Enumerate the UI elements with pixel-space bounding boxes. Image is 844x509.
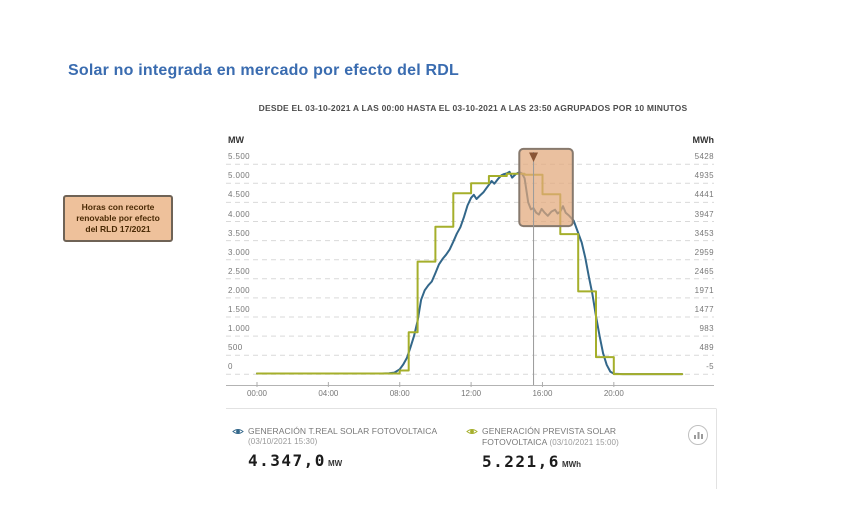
annotation-line: renovable por efecto bbox=[76, 213, 160, 224]
legend-value: 5.221,6 MWh bbox=[482, 452, 582, 472]
chart-subtitle: DESDE EL 03-10-2021 A LAS 00:00 HASTA EL… bbox=[258, 103, 688, 113]
annotation-line: Horas con recorte bbox=[81, 202, 155, 212]
visibility-eye-icon[interactable] bbox=[232, 427, 244, 436]
legend-date: (03/10/2021 15:30) bbox=[248, 437, 318, 447]
curtailment-annotation: Horas con recorte renovable por efecto d… bbox=[63, 195, 173, 243]
visibility-eye-icon[interactable] bbox=[466, 427, 478, 436]
bar-chart-icon bbox=[693, 432, 703, 439]
legend-unit: MW bbox=[327, 459, 343, 469]
legend-label: GENERACIÓN PREVISTA SOLAR FOTOVOLTAICA bbox=[482, 426, 617, 448]
legend-label: GENERACIÓN T.REAL SOLAR FOTOVOLTAICA bbox=[248, 426, 438, 436]
legend-unit: MWh bbox=[561, 460, 582, 470]
page-title: Solar no integrada en mercado por efecto… bbox=[68, 62, 460, 79]
annotation-line: del RLD 17/2021 bbox=[85, 224, 151, 235]
chart-options-button[interactable] bbox=[688, 425, 708, 445]
left-axis-unit: MW bbox=[228, 135, 244, 145]
legend-value: 4.347,0 MW bbox=[248, 451, 343, 471]
legend-entry-actual: GENERACIÓN T.REAL SOLAR FOTOVOLTAICA (03… bbox=[232, 426, 460, 470]
legend-date: (03/10/2021 15:00) bbox=[549, 438, 619, 448]
right-axis-unit: MWh bbox=[692, 135, 715, 145]
legend-entry-forecast: GENERACIÓN PREVISTA SOLAR FOTOVOLTAICA (… bbox=[466, 426, 666, 471]
